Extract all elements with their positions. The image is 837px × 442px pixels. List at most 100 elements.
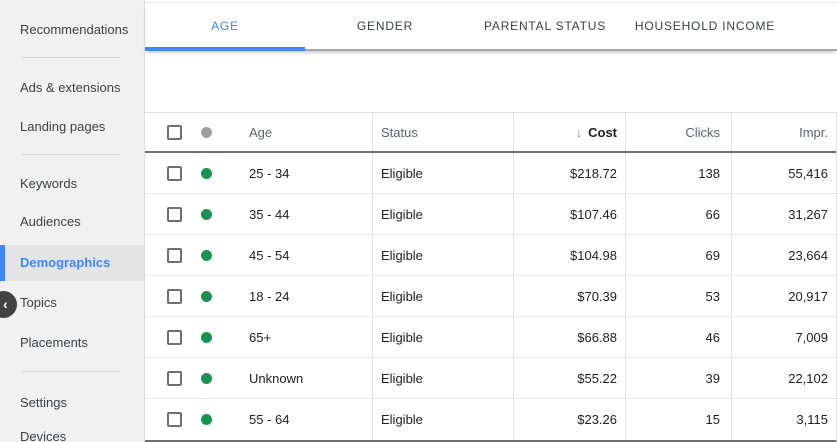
row-select-cell: 18 - 24: [145, 276, 372, 316]
enabled-status-dot-icon: [201, 208, 212, 220]
column-header-clicks[interactable]: Clicks: [625, 113, 731, 151]
sort-descending-icon: ↓: [575, 124, 583, 140]
age-cell: Unknown: [249, 370, 304, 386]
enabled-status-dot-icon: [201, 372, 212, 384]
cost-cell: $107.46: [570, 206, 617, 222]
impr-cell: 20,917: [788, 288, 828, 304]
table-header-row: Age Status ↓ Cost Clicks Impr.: [145, 113, 836, 153]
age-cell: 18 - 24: [249, 288, 290, 304]
cost-cell: $218.72: [570, 165, 617, 181]
demographics-tab-bar: AGE GENDER PARENTAL STATUS HOUSEHOLD INC…: [145, 3, 837, 51]
sidebar-item-ads-extensions[interactable]: Ads & extensions: [20, 80, 121, 95]
clicks-cell: 39: [705, 370, 720, 386]
column-header-cost-label: Cost: [588, 124, 617, 140]
table-row: 55 - 64 Eligible $23.26 15 3,115: [145, 399, 836, 440]
sidebar-divider: [22, 57, 120, 58]
row-select-cell: 55 - 64: [145, 399, 372, 440]
sidebar-collapse-button[interactable]: ‹: [0, 291, 17, 318]
sidebar-divider: [22, 371, 120, 372]
row-checkbox[interactable]: [167, 206, 182, 222]
column-header-status[interactable]: Status: [372, 113, 513, 151]
enabled-status-dot-icon: [201, 249, 212, 261]
row-checkbox[interactable]: [167, 288, 182, 304]
clicks-cell: 46: [705, 329, 720, 345]
sidebar-item-placements[interactable]: Placements: [20, 335, 88, 350]
enabled-status-dot-icon: [201, 331, 212, 343]
row-checkbox[interactable]: [167, 165, 182, 181]
age-cell: 55 - 64: [249, 412, 290, 427]
tab-age[interactable]: AGE: [145, 3, 305, 51]
impr-cell: 31,267: [788, 206, 828, 222]
table-row: Unknown Eligible $55.22 39 22,102: [145, 358, 836, 399]
row-checkbox[interactable]: [167, 247, 182, 263]
sidebar-item-audiences[interactable]: Audiences: [20, 214, 81, 229]
tab-household-income[interactable]: HOUSEHOLD INCOME: [634, 19, 776, 33]
age-cell: 25 - 34: [249, 165, 290, 181]
sidebar-item-topics[interactable]: Topics: [20, 295, 57, 310]
table-row: 25 - 34 Eligible $218.72 138 55,416: [145, 153, 836, 194]
row-select-cell: Unknown: [145, 358, 372, 398]
clicks-cell: 138: [698, 165, 720, 181]
column-header-status-label: Status: [381, 124, 418, 140]
cost-cell: $55.22: [577, 370, 617, 386]
status-dot-icon: [201, 126, 212, 138]
age-cell: 45 - 54: [249, 247, 290, 263]
impr-cell: 3,115: [796, 412, 828, 427]
sidebar-item-keywords[interactable]: Keywords: [20, 176, 78, 191]
status-cell: Eligible: [381, 288, 423, 304]
cost-cell: $70.39: [577, 288, 617, 304]
column-header-clicks-label: Clicks: [685, 124, 720, 140]
table-row: 18 - 24 Eligible $70.39 53 20,917: [145, 276, 836, 317]
sidebar-divider: [22, 154, 120, 155]
tab-parental-status[interactable]: PARENTAL STATUS: [483, 19, 606, 33]
row-checkbox[interactable]: [167, 329, 182, 345]
table-row: 35 - 44 Eligible $107.46 66 31,267: [145, 194, 836, 235]
status-cell: Eligible: [381, 247, 423, 263]
sidebar-item-settings[interactable]: Settings: [20, 395, 67, 410]
clicks-cell: 15: [705, 412, 720, 427]
table-row: 45 - 54 Eligible $104.98 69 23,664: [145, 235, 836, 276]
status-cell: Eligible: [381, 370, 423, 386]
cost-cell: $23.26: [577, 412, 617, 427]
content-area: AGE GENDER PARENTAL STATUS HOUSEHOLD INC…: [145, 0, 837, 442]
row-select-cell: 45 - 54: [145, 235, 372, 275]
sidebar-item-demographics[interactable]: Demographics: [0, 245, 144, 281]
sidebar-item-devices[interactable]: Devices: [20, 429, 67, 442]
clicks-cell: 53: [705, 288, 720, 304]
chevron-left-icon: ‹: [3, 296, 8, 312]
column-header-age[interactable]: Age: [249, 124, 273, 140]
impr-cell: 55,416: [788, 165, 828, 181]
sidebar-item-recommendations[interactable]: Recommendations: [20, 22, 129, 37]
impr-cell: 7,009: [795, 329, 828, 345]
impr-cell: 22,102: [788, 370, 828, 386]
row-select-cell: 35 - 44: [145, 194, 372, 234]
enabled-status-dot-icon: [201, 167, 212, 179]
column-header-impr-label: Impr.: [799, 124, 828, 140]
impr-cell: 23,664: [788, 247, 828, 263]
content-top-divider: [145, 2, 837, 3]
header-select-column: Age: [145, 113, 372, 151]
age-demographics-table: Age Status ↓ Cost Clicks Impr. 25 - 34: [145, 112, 837, 442]
row-select-cell: 25 - 34: [145, 153, 372, 193]
enabled-status-dot-icon: [201, 414, 212, 425]
clicks-cell: 66: [705, 206, 720, 222]
table-row: 65+ Eligible $66.88 46 7,009: [145, 317, 836, 358]
row-checkbox[interactable]: [167, 412, 182, 427]
cost-cell: $66.88: [577, 329, 617, 345]
select-all-checkbox[interactable]: [167, 124, 182, 140]
status-cell: Eligible: [381, 329, 423, 345]
sidebar-item-landing-pages[interactable]: Landing pages: [20, 119, 106, 134]
tab-gender[interactable]: GENDER: [356, 19, 414, 33]
row-checkbox[interactable]: [167, 370, 182, 386]
status-cell: Eligible: [381, 206, 423, 222]
column-header-cost[interactable]: ↓ Cost: [513, 113, 625, 151]
age-cell: 35 - 44: [249, 206, 290, 222]
status-cell: Eligible: [381, 165, 423, 181]
sidebar: Recommendations Ads & extensions Landing…: [0, 0, 145, 442]
column-header-impr[interactable]: Impr.: [731, 113, 836, 151]
cost-cell: $104.98: [570, 247, 617, 263]
enabled-status-dot-icon: [201, 290, 212, 302]
age-cell: 65+: [249, 329, 272, 345]
clicks-cell: 69: [705, 247, 720, 263]
row-select-cell: 65+: [145, 317, 372, 357]
